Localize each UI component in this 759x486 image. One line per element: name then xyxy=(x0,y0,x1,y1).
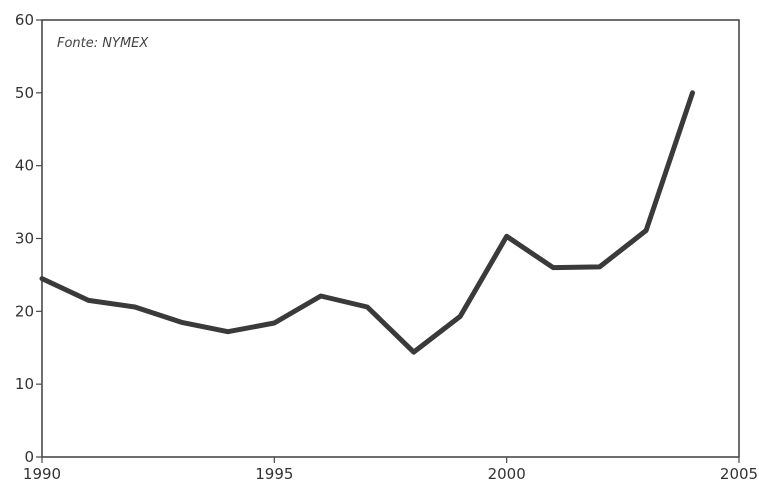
y-axis: 0 10 20 30 40 50 60 xyxy=(15,11,42,466)
series-layer xyxy=(39,90,695,355)
y-tick-label: 10 xyxy=(15,375,34,393)
y-tick-label: 40 xyxy=(15,157,34,175)
price-series-line xyxy=(39,90,695,355)
x-tick-label: 2000 xyxy=(488,465,526,483)
y-tick-label: 30 xyxy=(15,230,34,248)
x-axis: 1990 1995 2000 2005 xyxy=(23,457,758,483)
y-tick-label: 60 xyxy=(15,11,34,29)
y-tick-label: 50 xyxy=(15,84,34,102)
y-tick-label: 20 xyxy=(15,302,34,320)
source-annotation: Fonte: NYMEX xyxy=(57,36,149,51)
x-tick-label: 1995 xyxy=(255,465,293,483)
x-tick-label: 1990 xyxy=(23,465,61,483)
y-tick-label: 0 xyxy=(24,448,34,466)
x-tick-label: 2005 xyxy=(720,465,758,483)
